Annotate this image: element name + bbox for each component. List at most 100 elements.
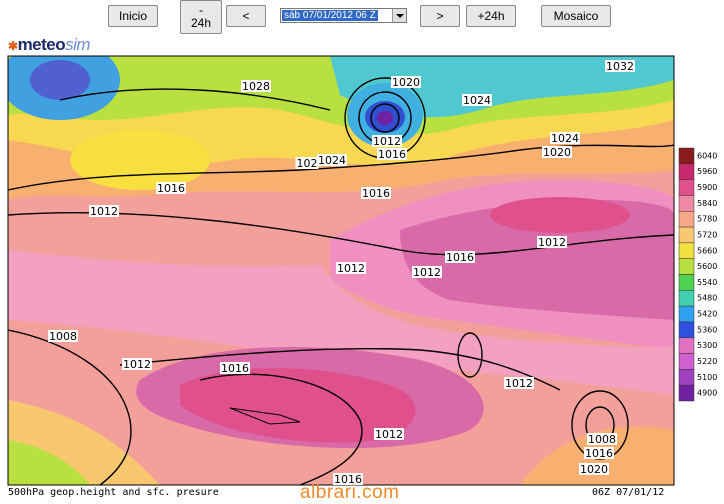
colorbar-label: 5300 [697,341,717,350]
forward-24h-button[interactable]: +24h [466,5,516,27]
colorbar-label: 5420 [697,310,717,319]
isobar-label-bg [542,146,572,158]
isobar-label: 1020 [392,76,420,89]
isobar-label-bg [579,463,609,475]
colorbar-label: 4900 [697,389,717,398]
isobar-label: 1012 [413,266,441,279]
isobar-label-bg [333,473,363,485]
isobar-label-bg [374,428,404,440]
logo-brand: meteo [17,35,66,54]
colorbar-label: 5840 [697,199,717,208]
colorbar-swatch [678,242,695,259]
colorbar-label: 5480 [697,294,717,303]
colorbar-swatch [678,147,695,165]
isobar-label-bg [445,251,475,263]
isobar-label: 1032 [606,60,634,73]
isobar-label-bg [537,236,567,248]
colorbar-swatch [678,179,695,196]
colorbar-swatch [678,384,695,402]
watermark: albrari.com [300,482,400,503]
colorbar-label: 5660 [697,246,717,255]
logo-mark: ✱ [8,39,18,53]
colorbar-label: 5960 [697,167,717,176]
colorbar-swatch [678,211,695,228]
colorbar-label: 5900 [697,183,717,192]
isobar-label: 1016 [221,362,249,375]
colorbar-label: 6040 [697,151,717,160]
isobar-label-bg [391,76,421,88]
colorbar-label: 5540 [697,278,717,287]
mosaic-button[interactable]: Mosaico [541,5,611,27]
isobar-label: 1016 [157,182,185,195]
isobar-label-bg [317,154,347,166]
next-button[interactable]: > [420,5,460,27]
isobar-label: 1012 [123,358,151,371]
colorbar-swatch [678,290,695,307]
colorbar-swatch [678,337,695,354]
isobar-label-bg [412,266,442,278]
isobar-label-bg [377,148,407,160]
isobar-label: 1016 [378,148,406,161]
isobar-label-bg [462,94,492,106]
isobar-label-bg [220,362,250,374]
isobar-label-bg [605,60,635,72]
isobar-label-bg [372,135,402,147]
isobar-label: 1016 [362,187,390,200]
colorbar-label: 5720 [697,230,717,239]
logo-suffix: sim [65,35,91,54]
isobar-label-bg [48,330,78,342]
colorbar-label: 5600 [697,262,717,271]
isobar-label: 102 [297,157,318,170]
dropdown-arrow [392,9,406,22]
isobar-label: 1020 [543,146,571,159]
caption: 500hPa geop.height and sfc. presure [8,487,219,498]
isobar-label: 1012 [90,205,118,218]
isobar-label-bg [361,187,391,199]
logo: ✱meteosim [8,35,91,55]
colorbar-swatch [678,353,695,370]
colorbar-swatch [678,226,695,244]
colorbar-swatch [678,163,695,180]
isobar-label-bg [550,132,580,144]
isobar-label: 1024 [551,132,579,145]
isobar-label: 1020 [580,463,608,476]
isobar-label: 1012 [373,135,401,148]
isobar-label: 1008 [49,330,77,343]
date-select[interactable]: sáb 07/01/2012 06 Z [280,8,407,23]
colorbar-swatch [678,258,695,275]
colorbar-label: 5360 [697,325,717,334]
isobar-label: 1024 [463,94,491,107]
colorbar: 6040 5960 5900 5840 5780 5720 5660 5600 5540 5480… [678,147,717,402]
isobar-label: 1012 [538,236,566,249]
colorbar-label: 5780 [697,215,717,224]
isobar-label: 1012 [375,428,403,441]
isobar-label-bg [295,157,319,169]
isobar-label: 1028 [242,80,270,93]
isobar-label: 1016 [334,473,362,486]
colorbar-swatch [678,321,695,338]
isobar-label: 1008 [588,433,616,446]
isobar-label: 1012 [505,377,533,390]
isobar-label-bg [587,433,617,445]
back-24h-button[interactable]: - 24h [180,0,222,34]
isobar-label-bg [89,205,119,217]
home-button[interactable]: Inicio [108,5,158,27]
isobar-label-bg [584,447,614,459]
isobar-label-bg [156,182,186,194]
colorbar-label: 5220 [697,357,717,366]
isobar-label-bg [122,358,152,370]
run-time: 06Z 07/01/12 [592,487,665,498]
colorbar-swatch [678,195,695,212]
isobar-label: 1016 [585,447,613,460]
isobar-label: 1024 [318,154,346,167]
map-field [8,56,674,485]
isobar-label: 1012 [337,262,365,275]
isobar-label-bg [504,377,534,389]
isobar-label-bg [241,80,271,92]
isobar-label-bg [336,262,366,274]
prev-button[interactable]: < [226,5,266,27]
date-select-value: sáb 07/01/2012 06 Z [282,10,378,21]
